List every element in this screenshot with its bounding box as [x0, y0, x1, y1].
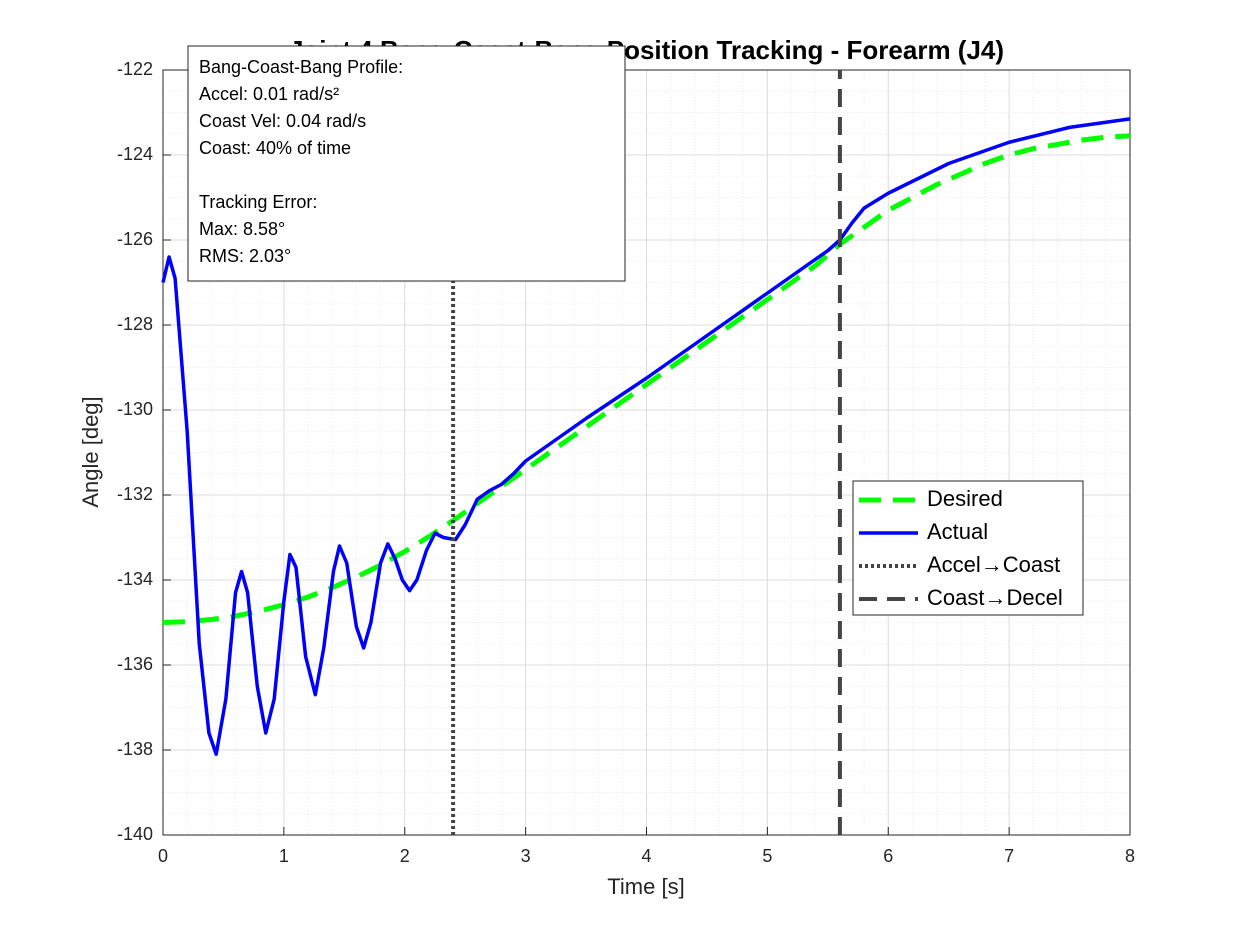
annotation-text: Accel: 0.01 rad/s²: [199, 84, 339, 104]
series-line: [161, 117, 1131, 756]
y-tick-label: -136: [117, 654, 153, 674]
legend-label: Actual: [927, 519, 988, 544]
annotation-text: RMS: 2.03°: [199, 246, 291, 266]
plot-frame: [162, 69, 1131, 836]
x-tick-label: 0: [158, 846, 168, 866]
x-tick-label: 2: [400, 846, 410, 866]
annotation-text: Coast: 40% of time: [199, 138, 351, 158]
legend-box: [852, 480, 1084, 616]
x-tick-label: 5: [762, 846, 772, 866]
legend-label: Accel→Coast: [927, 552, 1060, 577]
x-tick-label: 6: [883, 846, 893, 866]
y-tick-label: -132: [117, 484, 153, 504]
x-tick-label: 8: [1125, 846, 1135, 866]
legend-label: Desired: [927, 486, 1003, 511]
y-tick-label: -124: [117, 144, 153, 164]
x-tick-label: 7: [1004, 846, 1014, 866]
series-line: [162, 133, 1131, 625]
annotation-box: [187, 45, 626, 282]
x-axis-label: Time [s]: [607, 874, 684, 899]
annotation-text: Max: 8.58°: [199, 219, 285, 239]
y-tick-label: -138: [117, 739, 153, 759]
y-tick-label: -122: [117, 59, 153, 79]
y-tick-label: -130: [117, 399, 153, 419]
annotation-text: Tracking Error:: [199, 192, 317, 212]
x-tick-label: 1: [279, 846, 289, 866]
y-tick-label: -140: [117, 824, 153, 844]
y-tick-label: -134: [117, 569, 153, 589]
x-tick-label: 4: [641, 846, 651, 866]
legend-label: Coast→Decel: [927, 585, 1063, 610]
y-axis-label: Angle [deg]: [78, 396, 103, 507]
annotation-text: Coast Vel: 0.04 rad/s: [199, 111, 366, 131]
y-tick-label: -126: [117, 229, 153, 249]
y-tick-label: -128: [117, 314, 153, 334]
x-tick-label: 3: [521, 846, 531, 866]
annotation-text: Bang-Coast-Bang Profile:: [199, 57, 403, 77]
